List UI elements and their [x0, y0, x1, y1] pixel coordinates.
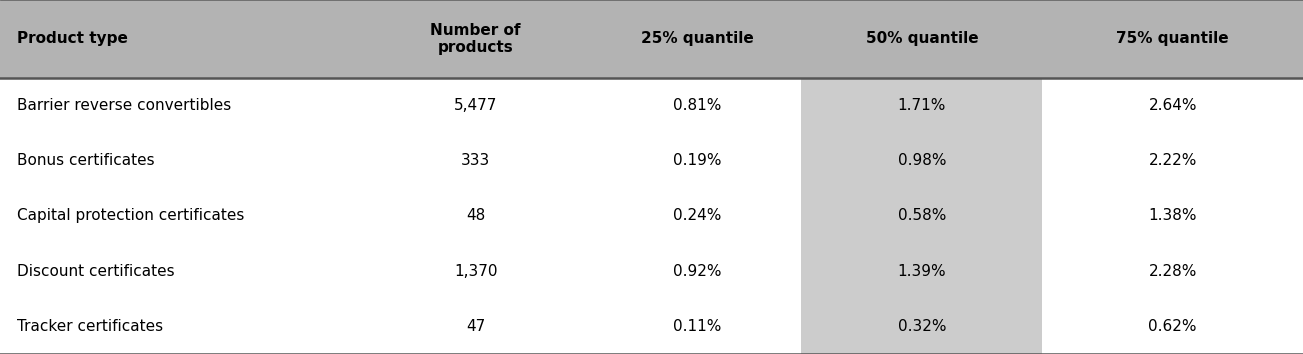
Text: Tracker certificates: Tracker certificates	[17, 319, 163, 334]
Text: Capital protection certificates: Capital protection certificates	[17, 209, 245, 223]
Text: Number of
products: Number of products	[430, 23, 521, 55]
Text: 2.64%: 2.64%	[1148, 98, 1197, 113]
Text: 0.92%: 0.92%	[672, 264, 722, 279]
Text: 1,370: 1,370	[453, 264, 498, 279]
Text: 0.81%: 0.81%	[672, 98, 722, 113]
Text: 75% quantile: 75% quantile	[1117, 32, 1229, 46]
Text: 0.62%: 0.62%	[1148, 319, 1197, 334]
Text: 1.71%: 1.71%	[898, 98, 946, 113]
Text: Discount certificates: Discount certificates	[17, 264, 175, 279]
Bar	[0, 78, 1303, 354]
Text: 48: 48	[466, 209, 485, 223]
Text: 47: 47	[466, 319, 485, 334]
Text: Bonus certificates: Bonus certificates	[17, 153, 155, 168]
Text: Barrier reverse convertibles: Barrier reverse convertibles	[17, 98, 231, 113]
Bar	[801, 78, 1042, 354]
Text: 0.32%: 0.32%	[898, 319, 946, 334]
Text: 1.39%: 1.39%	[898, 264, 946, 279]
Text: 25% quantile: 25% quantile	[641, 32, 753, 46]
Text: 0.58%: 0.58%	[898, 209, 946, 223]
Text: Product type: Product type	[17, 32, 128, 46]
Bar	[0, 0, 1303, 78]
Text: 50% quantile: 50% quantile	[865, 32, 979, 46]
Text: 0.11%: 0.11%	[672, 319, 722, 334]
Text: 5,477: 5,477	[453, 98, 498, 113]
Text: 333: 333	[461, 153, 490, 168]
Text: 0.24%: 0.24%	[672, 209, 722, 223]
Text: 2.22%: 2.22%	[1148, 153, 1197, 168]
Text: 0.19%: 0.19%	[672, 153, 722, 168]
Text: 0.98%: 0.98%	[898, 153, 946, 168]
Bar	[801, 78, 1042, 354]
Text: 1.38%: 1.38%	[1148, 209, 1197, 223]
Text: 2.28%: 2.28%	[1148, 264, 1197, 279]
